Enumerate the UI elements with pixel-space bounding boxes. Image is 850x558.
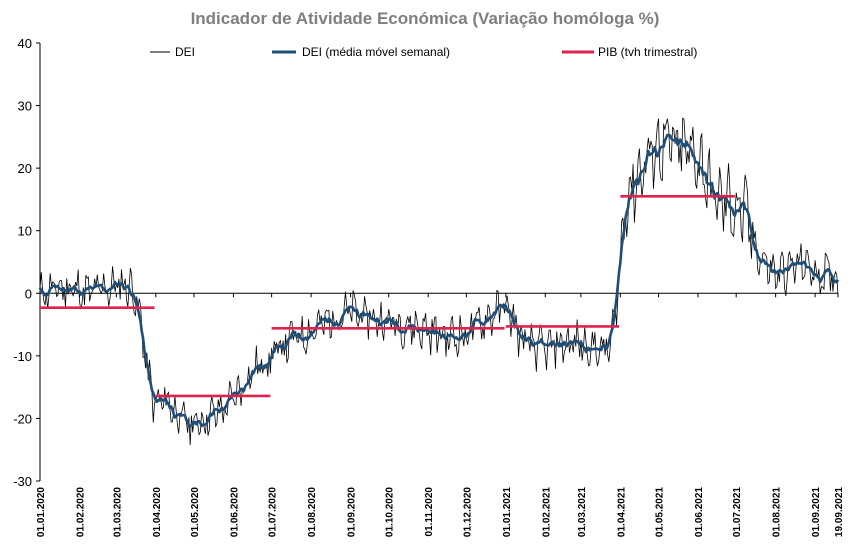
x-tick-label: 01.07.2020 bbox=[268, 487, 279, 537]
y-tick-label: 40 bbox=[18, 36, 32, 51]
x-tick-label: 01.06.2020 bbox=[229, 487, 240, 537]
x-tick-label: 01.01.2020 bbox=[36, 487, 47, 537]
legend-label-dei: DEI bbox=[175, 45, 195, 59]
x-axis: 01.01.2020 01.02.2020 01.03.2020 01.04.2020… bbox=[36, 292, 845, 537]
x-tick-label: 01.05.2021 bbox=[655, 487, 666, 537]
chart-title: Indicador de Atividade Económica (Variaç… bbox=[191, 9, 660, 28]
y-tick-label: -30 bbox=[13, 474, 32, 489]
y-tick-label: 10 bbox=[18, 224, 32, 239]
y-tick-label: 20 bbox=[18, 161, 32, 176]
legend: DEI DEI (média móvel semanal) PIB (tvh t… bbox=[150, 45, 697, 59]
x-tick-label: 01.01.2021 bbox=[502, 487, 513, 537]
x-tick-label: 01.08.2021 bbox=[772, 487, 783, 537]
y-axis: 40 30 20 10 0 -10 -20 -30 bbox=[13, 36, 41, 489]
x-tick-label: 01.12.2020 bbox=[462, 487, 473, 537]
x-tick-label: 01.02.2021 bbox=[541, 487, 552, 537]
legend-label-dei-ma: DEI (média móvel semanal) bbox=[302, 45, 450, 59]
x-tick-label: 01.02.2020 bbox=[75, 487, 86, 537]
series-layer bbox=[38, 117, 840, 446]
x-tick-label: 01.08.2020 bbox=[307, 487, 318, 537]
x-tick-label: 01.09.2020 bbox=[347, 487, 358, 537]
legend-label-pib: PIB (tvh trimestral) bbox=[598, 45, 697, 59]
x-tick-label: 01.06.2021 bbox=[694, 487, 705, 537]
x-tick-label: 01.04.2021 bbox=[616, 487, 627, 537]
x-tick-label: 01.10.2020 bbox=[385, 487, 396, 537]
x-tick-label: 01.05.2020 bbox=[190, 487, 201, 537]
x-tick-label: 01.04.2020 bbox=[152, 487, 163, 537]
y-tick-label: -20 bbox=[13, 411, 32, 426]
series-dei-ma-line bbox=[38, 133, 840, 428]
x-tick-label: 01.07.2021 bbox=[732, 487, 743, 537]
x-tick-label: 01.11.2020 bbox=[424, 487, 435, 537]
y-tick-label: -10 bbox=[13, 349, 32, 364]
y-tick-label: 30 bbox=[18, 99, 32, 114]
x-tick-label: 19.09.2021 bbox=[834, 487, 845, 537]
x-tick-label: 01.09.2021 bbox=[811, 487, 822, 537]
y-tick-label: 0 bbox=[25, 286, 32, 301]
x-tick-label: 01.03.2020 bbox=[112, 487, 123, 537]
x-tick-label: 01.03.2021 bbox=[577, 487, 588, 537]
